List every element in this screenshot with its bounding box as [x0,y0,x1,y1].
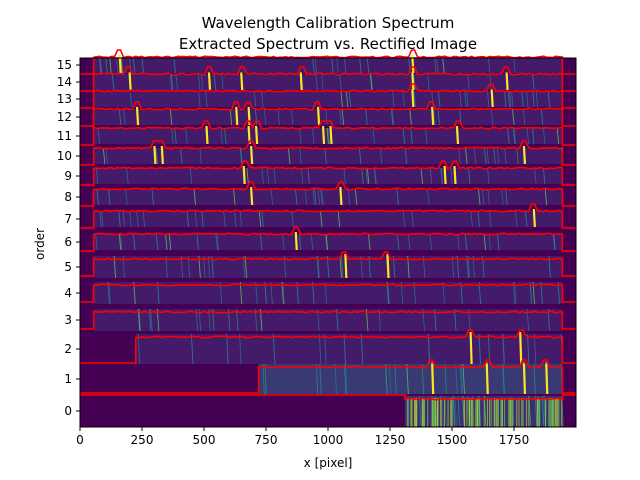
x-tick-label: 250 [131,433,154,447]
order-band-11 [93,125,563,145]
spectrum-order-3 [80,310,576,330]
spectrum-order-2 [80,329,576,364]
y-tick-label: 6 [64,235,72,249]
y-tick-label: 14 [57,75,72,89]
spectrum-order-6 [80,226,576,252]
spectrum-order-11 [80,120,576,146]
order-0-texture [406,398,563,427]
plot-area [80,49,576,427]
x-tick-label: 1500 [437,433,468,447]
axes: 0 250 500 750 1000 1250 1500 175001234567891011… [57,57,577,447]
y-tick-label: 13 [57,92,72,106]
order-band-6 [93,231,563,251]
x-tick-label: 1250 [375,433,406,447]
y-tick-label: 8 [64,190,72,204]
y-tick-label: 5 [64,260,72,274]
spectrum-order-14 [80,66,576,92]
x-tick-label: 750 [255,433,278,447]
x-tick-label: 1000 [313,433,344,447]
spectrum-order-5 [80,251,576,277]
spectrum-order-1 [80,359,576,394]
order-band-9 [93,165,563,185]
order-band-1 [258,361,563,395]
spectrum-order-12 [80,101,576,127]
y-tick-label: 3 [64,313,72,327]
x-tick-label: 500 [193,433,216,447]
y-tick-label: 1 [64,372,72,386]
x-tick-label: 0 [76,433,84,447]
spectrum-order-8 [80,181,576,207]
spectrum-order-13 [80,83,576,109]
order-band-8 [93,186,563,206]
y-tick-label: 9 [64,169,72,183]
spectrum-order-10 [80,140,576,166]
chart-subtitle: Extracted Spectrum vs. Rectified Image [179,35,477,53]
x-axis-label: x [pixel] [304,456,353,470]
y-tick-label: 12 [57,110,72,124]
spectrum-order-7 [80,203,576,229]
order-band-5 [93,253,563,279]
chart-title: Wavelength Calibration Spectrum [202,14,455,32]
y-tick-label: 2 [64,342,72,356]
y-tick-label: 15 [57,58,72,72]
spectrum-order-0 [80,394,576,401]
y-tick-label: 10 [57,149,72,163]
y-tick-label: 0 [64,404,72,418]
y-axis-label: order [33,228,47,260]
spectrum-order-15 [80,49,576,75]
order-band-13 [93,88,563,108]
spectrum-order-4 [80,283,576,303]
x-tick-label: 1750 [499,433,530,447]
y-tick-label: 4 [64,286,72,300]
order-band-4 [93,281,563,305]
y-tick-label: 7 [64,212,72,226]
order-band-7 [93,208,563,228]
spectrum-order-9 [80,160,576,186]
y-tick-label: 11 [57,129,72,143]
order-band-12 [93,106,563,126]
order-band-14 [93,71,563,91]
